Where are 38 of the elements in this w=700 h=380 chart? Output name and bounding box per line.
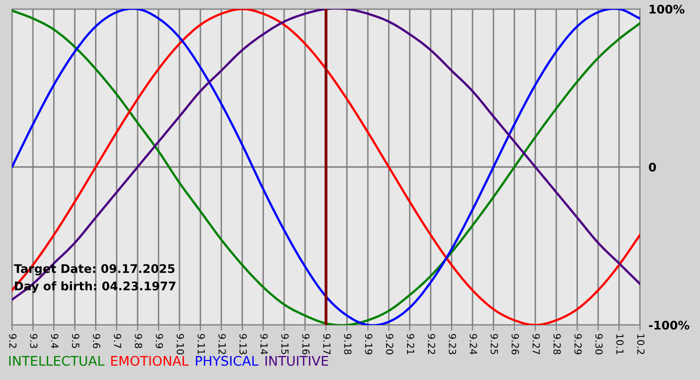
x-tick-label: 9.19 [365, 334, 372, 354]
x-tick-label: 9.25 [490, 334, 498, 354]
y-tick-label: 0 [648, 162, 656, 172]
x-tick-label: 9.21 [406, 334, 414, 354]
x-tick-label: 9.20 [386, 334, 394, 354]
x-tick-label: 9.27 [532, 334, 540, 354]
x-tick-label: 9.22 [428, 334, 436, 354]
x-tick-label: 9.24 [470, 334, 478, 354]
text: INTELLECTUAL [9, 356, 104, 366]
x-tick-label: 9.9 [156, 334, 164, 348]
x-tick-label: 9.3 [30, 334, 38, 348]
x-tick-label: 9.5 [72, 334, 80, 348]
x-tick-label: 9.12 [218, 334, 226, 354]
x-tick-label: 9.10 [176, 334, 184, 354]
text: EMOTIONAL [111, 356, 189, 366]
text: INTUITIVE [266, 356, 328, 366]
x-tick-label: 9.13 [239, 334, 247, 354]
x-tick-label: 9.2 [9, 334, 17, 348]
y-tick-label: 100% [650, 4, 684, 14]
x-tick-label: 9.16 [302, 334, 310, 354]
x-tick-label: 9.23 [448, 334, 456, 354]
x-tick-label: 9.4 [51, 334, 58, 348]
x-tick-label: 10.1 [616, 334, 624, 354]
x-tick-label: 9.14 [260, 334, 268, 354]
y-tick-label: -100% [648, 320, 690, 330]
x-tick-label: 9.29 [574, 334, 582, 354]
x-tick-label: 9.17 [323, 334, 331, 354]
x-tick-label: 9.15 [281, 334, 289, 354]
x-tick-label: 9.28 [553, 334, 561, 354]
x-tick-label: 10.2 [637, 334, 645, 354]
x-tick-label: 9.11 [198, 334, 205, 354]
x-tick-label: 9.7 [114, 334, 122, 348]
x-tick-label: 9.30 [595, 334, 603, 354]
x-tick-label: 9.6 [92, 334, 100, 348]
x-tick-label: 9.26 [512, 334, 519, 354]
x-tick-label: 9.18 [344, 334, 352, 354]
text: PHYSICAL [196, 356, 258, 366]
x-tick-label: 9.8 [134, 334, 142, 348]
